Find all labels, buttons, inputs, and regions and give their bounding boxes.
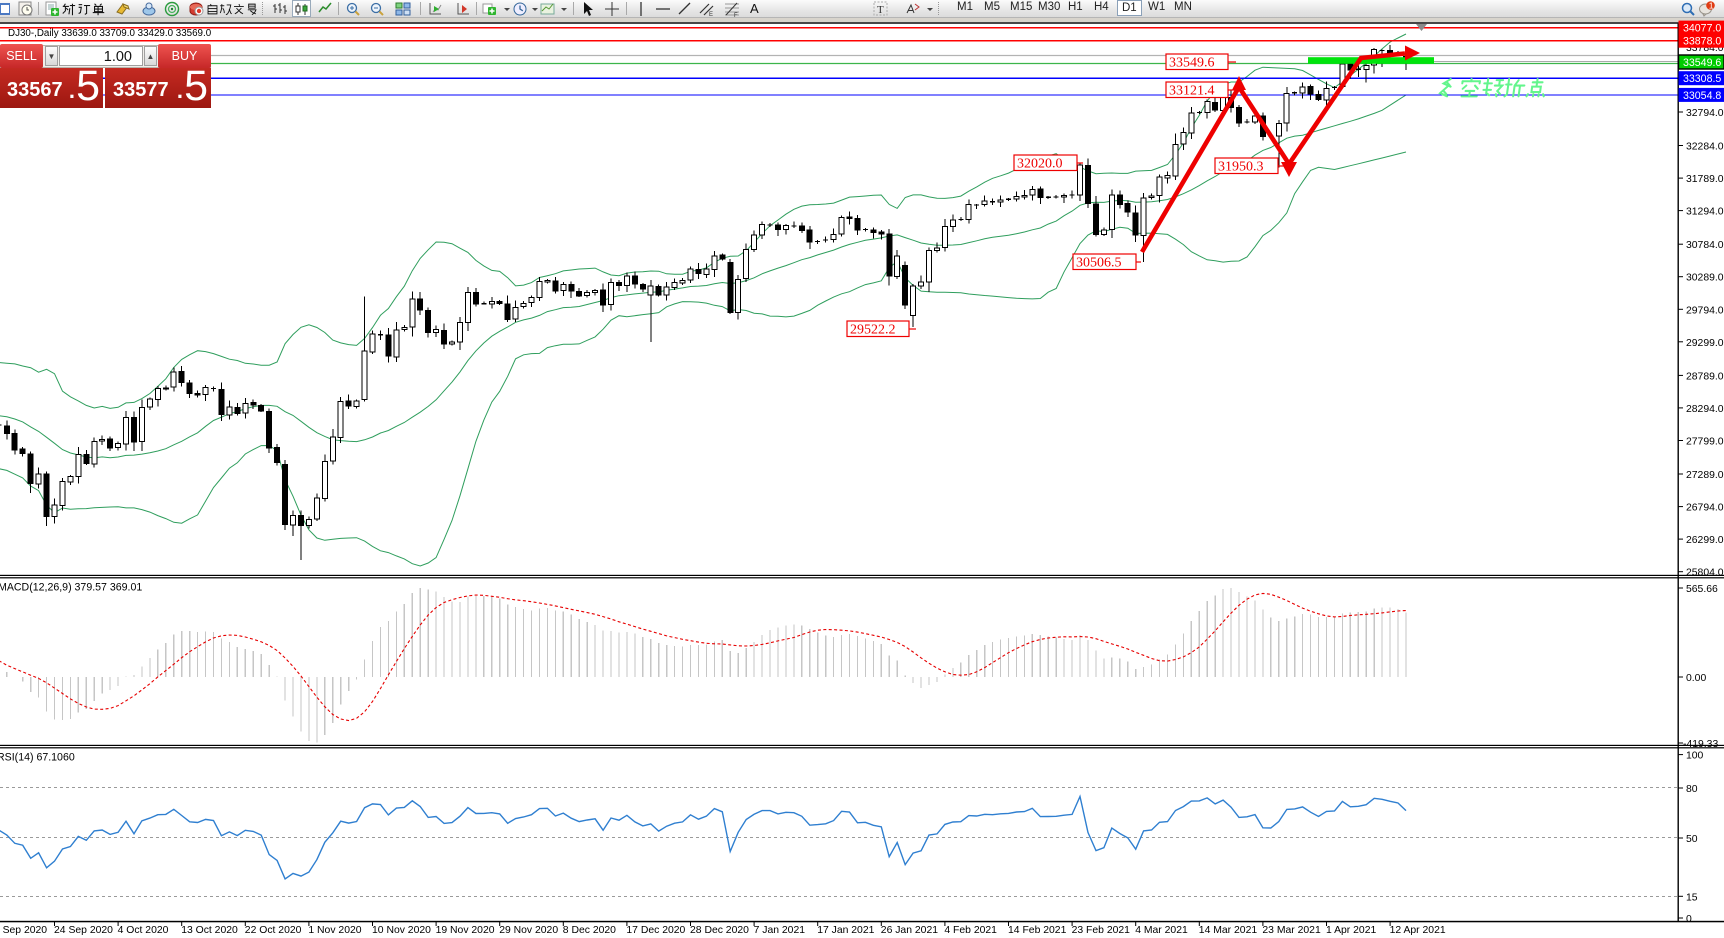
svg-text:26794.0: 26794.0	[1686, 503, 1724, 514]
svg-text:29794.0: 29794.0	[1686, 305, 1724, 316]
svg-text:DJ30-,Daily 33639.0 33709.0 3: DJ30-,Daily 33639.0 33709.0 33429.0 3356…	[8, 28, 212, 39]
svg-text:33878.0: 33878.0	[1683, 36, 1721, 48]
svg-text:31950.3: 31950.3	[1218, 160, 1264, 175]
svg-text:25804.0: 25804.0	[1686, 568, 1724, 579]
svg-text:29 Nov 2020: 29 Nov 2020	[499, 925, 558, 936]
svg-text:-419.33: -419.33	[1683, 739, 1718, 750]
svg-text:33308.5: 33308.5	[1683, 73, 1721, 85]
svg-text:13 Oct 2020: 13 Oct 2020	[181, 925, 238, 936]
svg-text:0: 0	[1686, 914, 1692, 925]
svg-text:32020.0: 32020.0	[1017, 157, 1063, 172]
svg-text:33549.6: 33549.6	[1169, 56, 1215, 71]
svg-text:31789.0: 31789.0	[1686, 174, 1724, 185]
svg-text:17 Dec 2020: 17 Dec 2020	[626, 925, 685, 936]
svg-text:27289.0: 27289.0	[1686, 470, 1724, 481]
svg-text:23 Feb 2021: 23 Feb 2021	[1072, 925, 1131, 936]
svg-text:E: E	[709, 12, 713, 17]
svg-text:14 Feb 2021: 14 Feb 2021	[1008, 925, 1067, 936]
svg-text:14 Mar 2021: 14 Mar 2021	[1199, 925, 1258, 936]
svg-text:28 Dec 2020: 28 Dec 2020	[690, 925, 749, 936]
svg-text:80: 80	[1686, 784, 1698, 795]
svg-text:1 Nov 2020: 1 Nov 2020	[308, 925, 361, 936]
svg-text:28789.0: 28789.0	[1686, 371, 1724, 382]
svg-text:4 Oct 2020: 4 Oct 2020	[118, 925, 169, 936]
svg-text:12 Apr 2021: 12 Apr 2021	[1390, 925, 1446, 936]
svg-text:29299.0: 29299.0	[1686, 338, 1724, 349]
svg-text:26 Jan 2021: 26 Jan 2021	[881, 925, 938, 936]
svg-text:50: 50	[1686, 834, 1698, 845]
svg-text:Sep 2020: Sep 2020	[3, 925, 48, 936]
svg-text:22 Oct 2020: 22 Oct 2020	[245, 925, 302, 936]
svg-text:24 Sep 2020: 24 Sep 2020	[54, 925, 113, 936]
svg-text:19 Nov 2020: 19 Nov 2020	[436, 925, 495, 936]
svg-text:34077.0: 34077.0	[1683, 23, 1721, 35]
svg-text:0.00: 0.00	[1686, 673, 1706, 684]
svg-text:RSI(14) 67.1060: RSI(14) 67.1060	[0, 752, 75, 764]
svg-text:31294.0: 31294.0	[1686, 207, 1724, 218]
svg-text:30289.0: 30289.0	[1686, 273, 1724, 284]
svg-text:4 Feb 2021: 4 Feb 2021	[944, 925, 997, 936]
svg-text:33121.4: 33121.4	[1169, 84, 1215, 99]
svg-text:27799.0: 27799.0	[1686, 437, 1724, 448]
svg-text:565.66: 565.66	[1686, 584, 1718, 595]
svg-text:26299.0: 26299.0	[1686, 535, 1724, 546]
svg-text:8 Dec 2020: 8 Dec 2020	[563, 925, 616, 936]
svg-text:33549.6: 33549.6	[1683, 57, 1721, 69]
svg-text:100: 100	[1686, 751, 1704, 762]
svg-text:15: 15	[1686, 892, 1698, 903]
svg-text:32284.0: 32284.0	[1686, 142, 1724, 153]
svg-text:29522.2: 29522.2	[850, 323, 896, 338]
svg-text:17 Jan 2021: 17 Jan 2021	[817, 925, 874, 936]
svg-text:32794.0: 32794.0	[1686, 108, 1724, 119]
svg-text:28294.0: 28294.0	[1686, 404, 1724, 415]
svg-text:1 Apr 2021: 1 Apr 2021	[1326, 925, 1376, 936]
svg-text:33784.0: 33784.0	[1686, 43, 1724, 54]
svg-text:30506.5: 30506.5	[1076, 256, 1122, 271]
svg-text:MACD(12,26,9) 379.57 369.01: MACD(12,26,9) 379.57 369.01	[0, 582, 142, 594]
svg-text:1: 1	[1709, 1, 1714, 11]
svg-text:7 Jan 2021: 7 Jan 2021	[754, 925, 806, 936]
svg-text:4 Mar 2021: 4 Mar 2021	[1135, 925, 1188, 936]
svg-text:23 Mar 2021: 23 Mar 2021	[1262, 925, 1321, 936]
svg-text:F: F	[734, 13, 738, 17]
svg-text:30784.0: 30784.0	[1686, 240, 1724, 251]
svg-text:10 Nov 2020: 10 Nov 2020	[372, 925, 431, 936]
svg-text:T: T	[877, 4, 884, 16]
svg-text:33054.8: 33054.8	[1683, 90, 1721, 102]
